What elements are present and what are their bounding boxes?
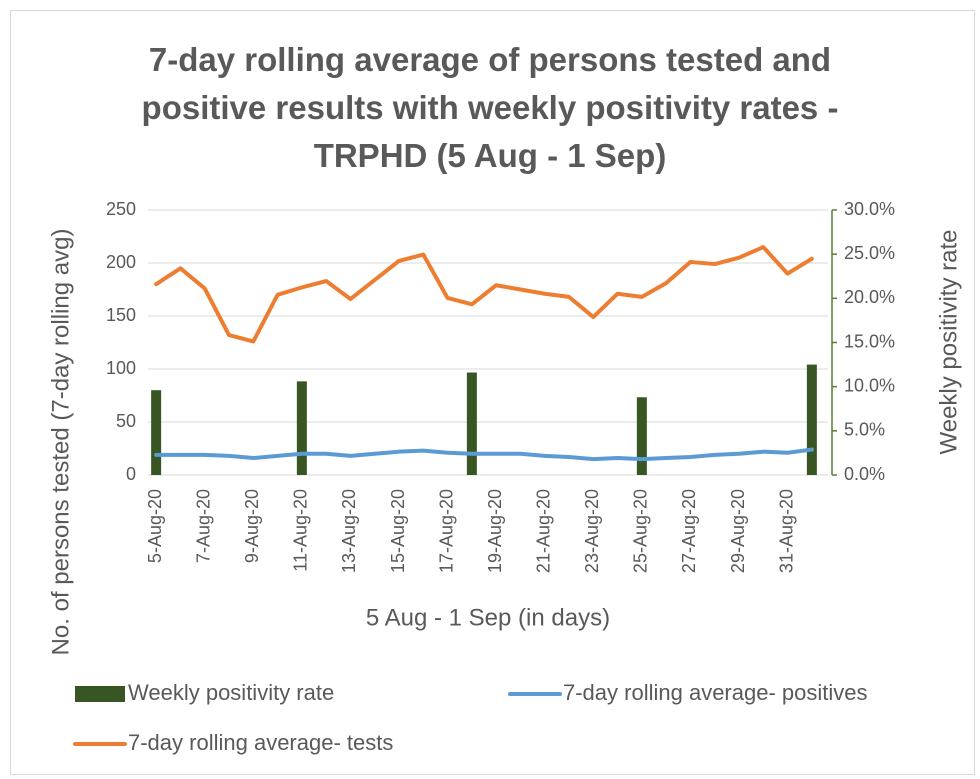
y2-tick-label: 15.0% bbox=[844, 331, 895, 351]
x-tick-label: 9-Aug-20 bbox=[242, 489, 262, 563]
y2-tick-label: 20.0% bbox=[844, 287, 895, 307]
y2-tick-label: 10.0% bbox=[844, 375, 895, 395]
x-tick-label: 11-Aug-20 bbox=[291, 489, 311, 572]
x-tick-label: 13-Aug-20 bbox=[339, 489, 359, 573]
legend-label: 7-day rolling average- positives bbox=[563, 680, 868, 705]
legend-swatch bbox=[75, 686, 125, 702]
line-series bbox=[154, 245, 814, 344]
y-tick-label: 100 bbox=[106, 358, 136, 378]
chart-title: 7-day rolling average of persons tested … bbox=[141, 41, 839, 174]
y2-tick-label: 25.0% bbox=[844, 243, 895, 263]
y-tick-label: 200 bbox=[106, 252, 136, 272]
chart-border bbox=[10, 10, 975, 775]
x-tick-label: 31-Aug-20 bbox=[776, 489, 796, 573]
bar bbox=[296, 381, 307, 475]
y2-axis-title: Weekly positivity rate bbox=[935, 230, 962, 455]
x-axis-title: 5 Aug - 1 Sep (in days) bbox=[366, 604, 610, 631]
x-tick-label: 21-Aug-20 bbox=[533, 489, 553, 573]
x-tick-label: 29-Aug-20 bbox=[728, 489, 748, 573]
bar bbox=[151, 390, 162, 475]
y-tick-label: 150 bbox=[106, 305, 136, 325]
line-series bbox=[154, 447, 814, 462]
legend-label: Weekly positivity rate bbox=[128, 680, 334, 705]
bar bbox=[806, 364, 817, 475]
x-tick-label: 27-Aug-20 bbox=[679, 489, 699, 573]
y-tick-label: 50 bbox=[116, 411, 136, 431]
x-tick-label: 19-Aug-20 bbox=[485, 489, 505, 573]
y-tick-label: 250 bbox=[106, 199, 136, 219]
y2-tick-label: 0.0% bbox=[844, 464, 885, 484]
y2-tick-label: 30.0% bbox=[844, 199, 895, 219]
x-tick-label: 5-Aug-20 bbox=[145, 489, 165, 563]
legend-label: 7-day rolling average- tests bbox=[128, 730, 393, 755]
x-tick-label: 25-Aug-20 bbox=[631, 489, 651, 573]
y2-tick-label: 5.0% bbox=[844, 420, 885, 440]
x-tick-label: 23-Aug-20 bbox=[582, 489, 602, 573]
x-tick-label: 7-Aug-20 bbox=[193, 489, 213, 563]
bar bbox=[636, 397, 647, 475]
y-tick-label: 0 bbox=[126, 464, 136, 484]
bar bbox=[466, 372, 477, 475]
x-tick-label: 15-Aug-20 bbox=[388, 489, 408, 573]
x-tick-label: 17-Aug-20 bbox=[436, 489, 456, 573]
y-axis-title: No. of persons tested (7-day rolling avg… bbox=[47, 229, 74, 656]
